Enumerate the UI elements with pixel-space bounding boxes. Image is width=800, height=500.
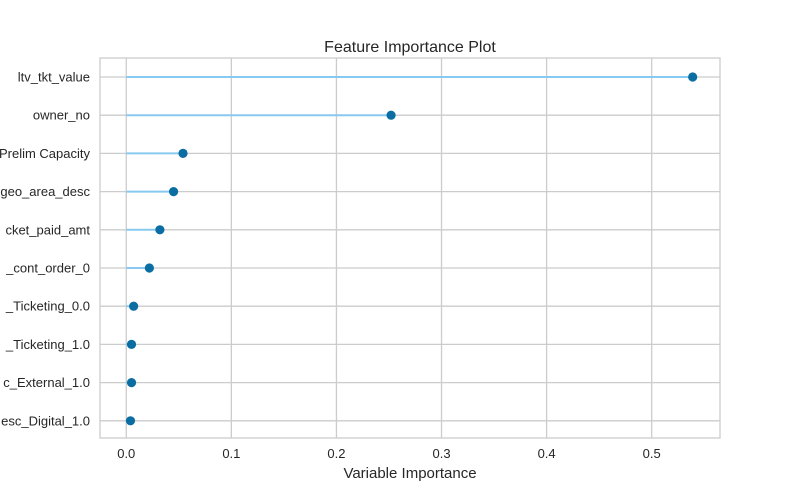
y-category-label: c_External_1.0 (3, 375, 90, 390)
lollipop-stems (126, 76, 693, 422)
y-category-label: _Ticketing_0.0 (5, 299, 90, 314)
x-tick-label: 0.5 (643, 446, 661, 461)
lollipop-marker (126, 378, 137, 388)
lollipop-marker (144, 263, 154, 273)
lollipop-marker (386, 110, 396, 120)
grid-lines (100, 58, 720, 438)
lollipop-marker (155, 225, 165, 235)
y-category-label: cket_paid_amt (5, 222, 90, 237)
y-category-label: Prelim Capacity (0, 146, 90, 161)
lollipop-marker (129, 301, 139, 311)
x-tick-label: 0.0 (117, 446, 135, 461)
x-tick-label: 0.4 (538, 446, 556, 461)
x-tick-labels: 0.0 0.1 0.2 0.3 0.4 0.5 (117, 446, 661, 461)
lollipop-marker (168, 187, 179, 197)
lollipop-marker (178, 148, 188, 158)
x-axis-label: Variable Importance (343, 465, 476, 482)
y-category-label: _Ticketing_1.0 (5, 337, 90, 352)
y-category-label: ltv_tkt_value (18, 70, 90, 85)
lollipop-marker (125, 416, 136, 426)
y-category-label: owner_no (33, 108, 90, 123)
y-category-label: esc_Digital_1.0 (1, 413, 90, 428)
y-category-label: _cont_order_0 (5, 261, 90, 276)
y-category-labels: ltv_tkt_value owner_no Prelim Capacity geo_… (0, 70, 90, 429)
lollipop-marker (126, 339, 137, 349)
lollipop-markers (125, 72, 698, 426)
lollipop-marker (688, 72, 698, 82)
chart-title: Feature Importance Plot (324, 39, 496, 56)
y-category-label: geo_area_desc (0, 184, 90, 199)
x-tick-label: 0.1 (222, 446, 240, 461)
x-tick-label: 0.2 (327, 446, 345, 461)
plot-frame (99, 57, 721, 439)
x-tick-label: 0.3 (432, 446, 450, 461)
